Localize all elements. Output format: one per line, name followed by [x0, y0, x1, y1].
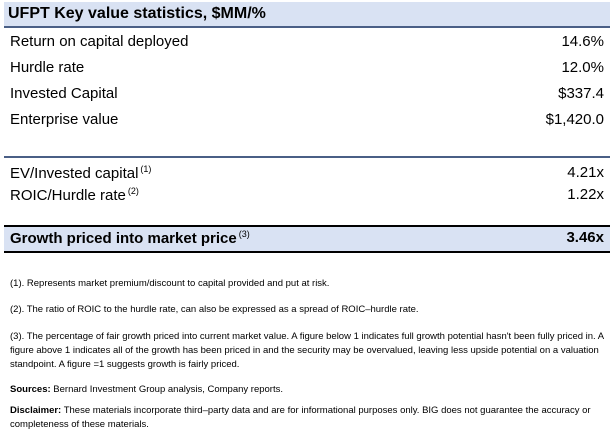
sources-text: Bernard Investment Group analysis, Compa… [50, 384, 283, 395]
metric-value: 14.6% [561, 33, 604, 50]
metric-value: $1,420.0 [545, 111, 604, 128]
footnote-2: (2). The ratio of ROIC to the hurdle rat… [10, 304, 419, 315]
footnote-3: (3). The percentage of fair growth price… [10, 331, 604, 370]
ratio-value: 1.22x [567, 186, 604, 203]
metric-row-enterprise-value: Enterprise value $1,420.0 [10, 111, 604, 133]
metric-row-invested-capital: Invested Capital $337.4 [10, 85, 604, 107]
summary-label: Growth priced into market price (3) [10, 229, 250, 247]
section-divider [4, 156, 610, 158]
ratio-value: 4.21x [567, 164, 604, 181]
table-title-bar: UFPT Key value statistics, $MM/% [4, 2, 610, 28]
summary-value: 3.46x [566, 229, 604, 246]
footnote-ref: (1) [140, 164, 152, 174]
footnote-ref: (2) [127, 186, 139, 196]
footnote-ref: (3) [238, 229, 250, 239]
metric-value: $337.4 [558, 85, 604, 102]
sources-line: Sources: Bernard Investment Group analys… [10, 383, 606, 397]
ratio-label: ROIC/Hurdle rate (2) [10, 186, 139, 204]
summary-divider [4, 225, 610, 227]
ratio-row-ev-invested-capital: EV/Invested capital (1) 4.21x [10, 164, 604, 186]
summary-row-growth-priced: Growth priced into market price (3) 3.46x [4, 227, 610, 251]
metric-label: Return on capital deployed [10, 33, 189, 50]
disclaimer-text: These materials incorporate third–party … [10, 405, 591, 430]
sources-label: Sources: [10, 384, 51, 395]
footnote-1: (1). Represents market premium/discount … [10, 278, 330, 289]
disclaimer-label: Disclaimer: [10, 405, 62, 416]
metric-value: 12.0% [561, 59, 604, 76]
disclaimer-block: Disclaimer: These materials incorporate … [10, 404, 606, 432]
summary-bottom-rule [4, 251, 610, 253]
ratio-label: EV/Invested capital (1) [10, 164, 152, 182]
metric-row-hurdle: Hurdle rate 12.0% [10, 59, 604, 81]
metric-label: Enterprise value [10, 111, 119, 128]
metric-row-roc: Return on capital deployed 14.6% [10, 33, 604, 55]
ratio-row-roic-hurdle: ROIC/Hurdle rate (2) 1.22x [10, 186, 604, 208]
metric-label: Hurdle rate [10, 59, 85, 76]
table-title: UFPT Key value statistics, $MM/% [8, 5, 266, 22]
metric-label: Invested Capital [10, 85, 118, 102]
